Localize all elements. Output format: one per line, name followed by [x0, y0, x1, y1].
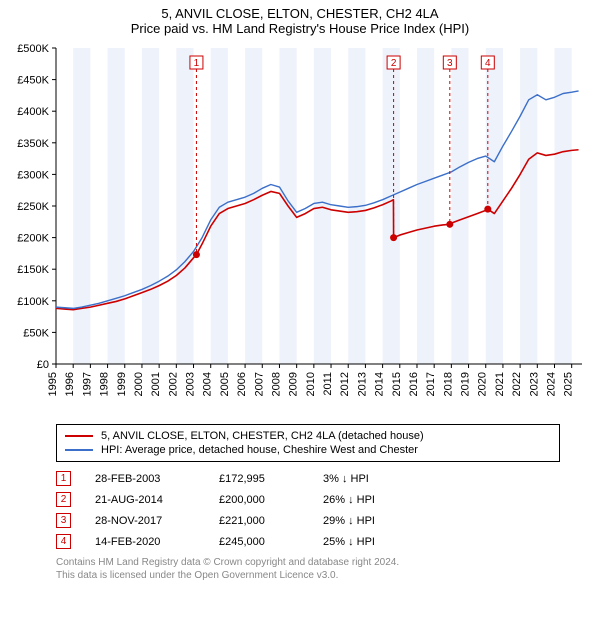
- svg-text:£350K: £350K: [17, 138, 49, 150]
- sale-delta: 25% ↓ HPI: [323, 536, 403, 548]
- svg-text:2002: 2002: [167, 372, 179, 396]
- svg-text:1999: 1999: [116, 372, 128, 396]
- sale-date: 28-FEB-2003: [95, 473, 195, 485]
- svg-text:£50K: £50K: [23, 327, 49, 339]
- sale-price: £200,000: [219, 494, 299, 506]
- legend-swatch: [65, 435, 93, 437]
- legend: 5, ANVIL CLOSE, ELTON, CHESTER, CH2 4LA …: [56, 424, 560, 462]
- svg-text:2014: 2014: [374, 372, 386, 396]
- svg-text:1995: 1995: [47, 372, 59, 396]
- svg-text:2020: 2020: [477, 372, 489, 396]
- sale-price: £221,000: [219, 515, 299, 527]
- svg-text:2017: 2017: [425, 372, 437, 396]
- svg-text:2009: 2009: [288, 372, 300, 396]
- svg-text:2007: 2007: [253, 372, 265, 396]
- legend-swatch: [65, 449, 93, 451]
- svg-text:2003: 2003: [185, 372, 197, 396]
- attribution-footer: Contains HM Land Registry data © Crown c…: [56, 556, 560, 582]
- sales-table: 1 28-FEB-2003 £172,995 3% ↓ HPI 2 21-AUG-2014…: [56, 468, 560, 552]
- svg-text:£100K: £100K: [17, 296, 49, 308]
- svg-text:2013: 2013: [356, 372, 368, 396]
- sale-marker-icon: 4: [56, 534, 71, 549]
- sale-marker-icon: 3: [56, 513, 71, 528]
- svg-text:2: 2: [391, 58, 397, 69]
- svg-text:2016: 2016: [408, 372, 420, 396]
- svg-text:2010: 2010: [305, 372, 317, 396]
- svg-text:2000: 2000: [133, 372, 145, 396]
- sale-marker-icon: 1: [56, 471, 71, 486]
- legend-label: 5, ANVIL CLOSE, ELTON, CHESTER, CH2 4LA …: [101, 430, 424, 442]
- sale-row: 2 21-AUG-2014 £200,000 26% ↓ HPI: [56, 489, 560, 510]
- legend-label: HPI: Average price, detached house, Ches…: [101, 444, 418, 456]
- svg-text:2024: 2024: [545, 372, 557, 396]
- footer-line: Contains HM Land Registry data © Crown c…: [56, 556, 560, 569]
- page-title: 5, ANVIL CLOSE, ELTON, CHESTER, CH2 4LA: [0, 0, 600, 21]
- svg-text:2011: 2011: [322, 372, 334, 396]
- sale-row: 1 28-FEB-2003 £172,995 3% ↓ HPI: [56, 468, 560, 489]
- svg-text:2022: 2022: [511, 372, 523, 396]
- svg-text:£0: £0: [37, 359, 49, 371]
- sale-row: 4 14-FEB-2020 £245,000 25% ↓ HPI: [56, 531, 560, 552]
- legend-item: 5, ANVIL CLOSE, ELTON, CHESTER, CH2 4LA …: [65, 429, 551, 443]
- svg-text:£150K: £150K: [17, 264, 49, 276]
- svg-text:4: 4: [485, 58, 491, 69]
- svg-text:2004: 2004: [202, 372, 214, 396]
- sale-date: 21-AUG-2014: [95, 494, 195, 506]
- sale-marker-icon: 2: [56, 492, 71, 507]
- svg-text:1996: 1996: [64, 372, 76, 396]
- svg-text:£450K: £450K: [17, 75, 49, 87]
- svg-text:1: 1: [194, 58, 200, 69]
- svg-text:1998: 1998: [99, 372, 111, 396]
- sale-price: £172,995: [219, 473, 299, 485]
- svg-text:3: 3: [447, 58, 453, 69]
- footer-line: This data is licensed under the Open Gov…: [56, 569, 560, 582]
- svg-text:£400K: £400K: [17, 106, 49, 118]
- svg-text:2023: 2023: [528, 372, 540, 396]
- svg-text:2015: 2015: [391, 372, 403, 396]
- svg-text:2001: 2001: [150, 372, 162, 396]
- page-subtitle: Price paid vs. HM Land Registry's House …: [0, 21, 600, 40]
- sale-row: 3 28-NOV-2017 £221,000 29% ↓ HPI: [56, 510, 560, 531]
- svg-text:2019: 2019: [460, 372, 472, 396]
- svg-text:2012: 2012: [339, 372, 351, 396]
- sale-delta: 3% ↓ HPI: [323, 473, 403, 485]
- svg-text:£250K: £250K: [17, 201, 49, 213]
- price-chart: £0 £50K £100K £150K £200K £250K £300K £350K £400…: [0, 40, 600, 420]
- svg-text:£300K: £300K: [17, 169, 49, 181]
- svg-text:2008: 2008: [270, 372, 282, 396]
- svg-text:1997: 1997: [81, 372, 93, 396]
- svg-text:2018: 2018: [442, 372, 454, 396]
- legend-item: HPI: Average price, detached house, Ches…: [65, 443, 551, 457]
- svg-text:£500K: £500K: [17, 43, 49, 55]
- svg-text:2025: 2025: [563, 372, 575, 396]
- svg-text:2005: 2005: [219, 372, 231, 396]
- sale-delta: 29% ↓ HPI: [323, 515, 403, 527]
- sale-price: £245,000: [219, 536, 299, 548]
- svg-text:2021: 2021: [494, 372, 506, 396]
- sale-date: 28-NOV-2017: [95, 515, 195, 527]
- sale-delta: 26% ↓ HPI: [323, 494, 403, 506]
- sale-date: 14-FEB-2020: [95, 536, 195, 548]
- svg-text:£200K: £200K: [17, 233, 49, 245]
- svg-text:2006: 2006: [236, 372, 248, 396]
